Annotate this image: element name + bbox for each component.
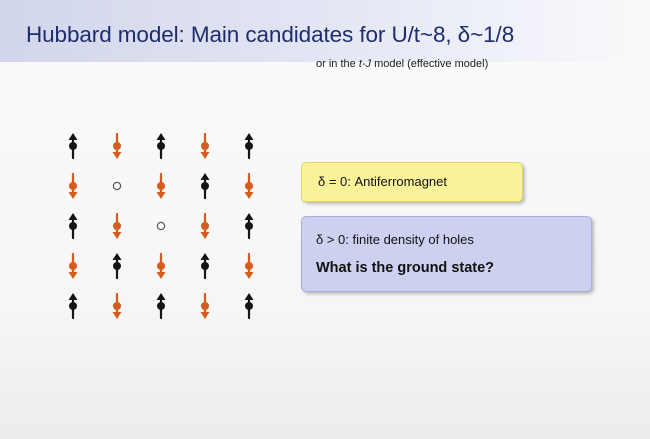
spin-up-arrow (244, 293, 254, 320)
spin-up-arrow (68, 293, 78, 320)
spin-down-arrow (244, 172, 254, 199)
subtitle-suffix: model (effective model) (371, 58, 489, 70)
hole-doping-box: δ > 0: finite density of holes What is t… (301, 216, 592, 292)
spin-up-arrow (200, 253, 210, 280)
slide-title: Hubbard model: Main candidates for U/t~8… (26, 22, 515, 47)
hole-site (112, 181, 122, 191)
hole-density-label: δ > 0: finite density of holes (316, 232, 474, 247)
spin-down-arrow (156, 252, 166, 279)
antiferromagnet-label: δ = 0: Antiferromagnet (318, 174, 447, 189)
spin-up-arrow (244, 133, 254, 160)
spin-up-arrow (200, 173, 210, 200)
slide-subtitle: or in the t-J model (effective model) (316, 58, 488, 70)
spin-down-arrow (68, 252, 78, 279)
spin-down-arrow (112, 132, 122, 159)
antiferromagnet-box: δ = 0: Antiferromagnet (301, 162, 523, 202)
hole-site (156, 221, 166, 231)
subtitle-prefix: or in the (316, 58, 359, 70)
spin-down-arrow (200, 292, 210, 319)
spin-up-arrow (68, 213, 78, 240)
spin-up-arrow (112, 253, 122, 280)
ground-state-question: What is the ground state? (316, 260, 495, 276)
spin-down-arrow (68, 172, 78, 199)
spin-down-arrow (200, 132, 210, 159)
spin-up-arrow (156, 133, 166, 160)
spin-down-arrow (200, 212, 210, 239)
subtitle-model-name: t-J (358, 58, 372, 70)
spin-up-arrow (68, 133, 78, 160)
spin-up-arrow (156, 293, 166, 320)
spin-down-arrow (244, 252, 254, 279)
title-bar: Hubbard model: Main candidates for U/t~8… (0, 0, 650, 62)
spin-up-arrow (244, 213, 254, 240)
spin-down-arrow (156, 172, 166, 199)
spin-down-arrow (112, 212, 122, 239)
spin-down-arrow (112, 292, 122, 319)
